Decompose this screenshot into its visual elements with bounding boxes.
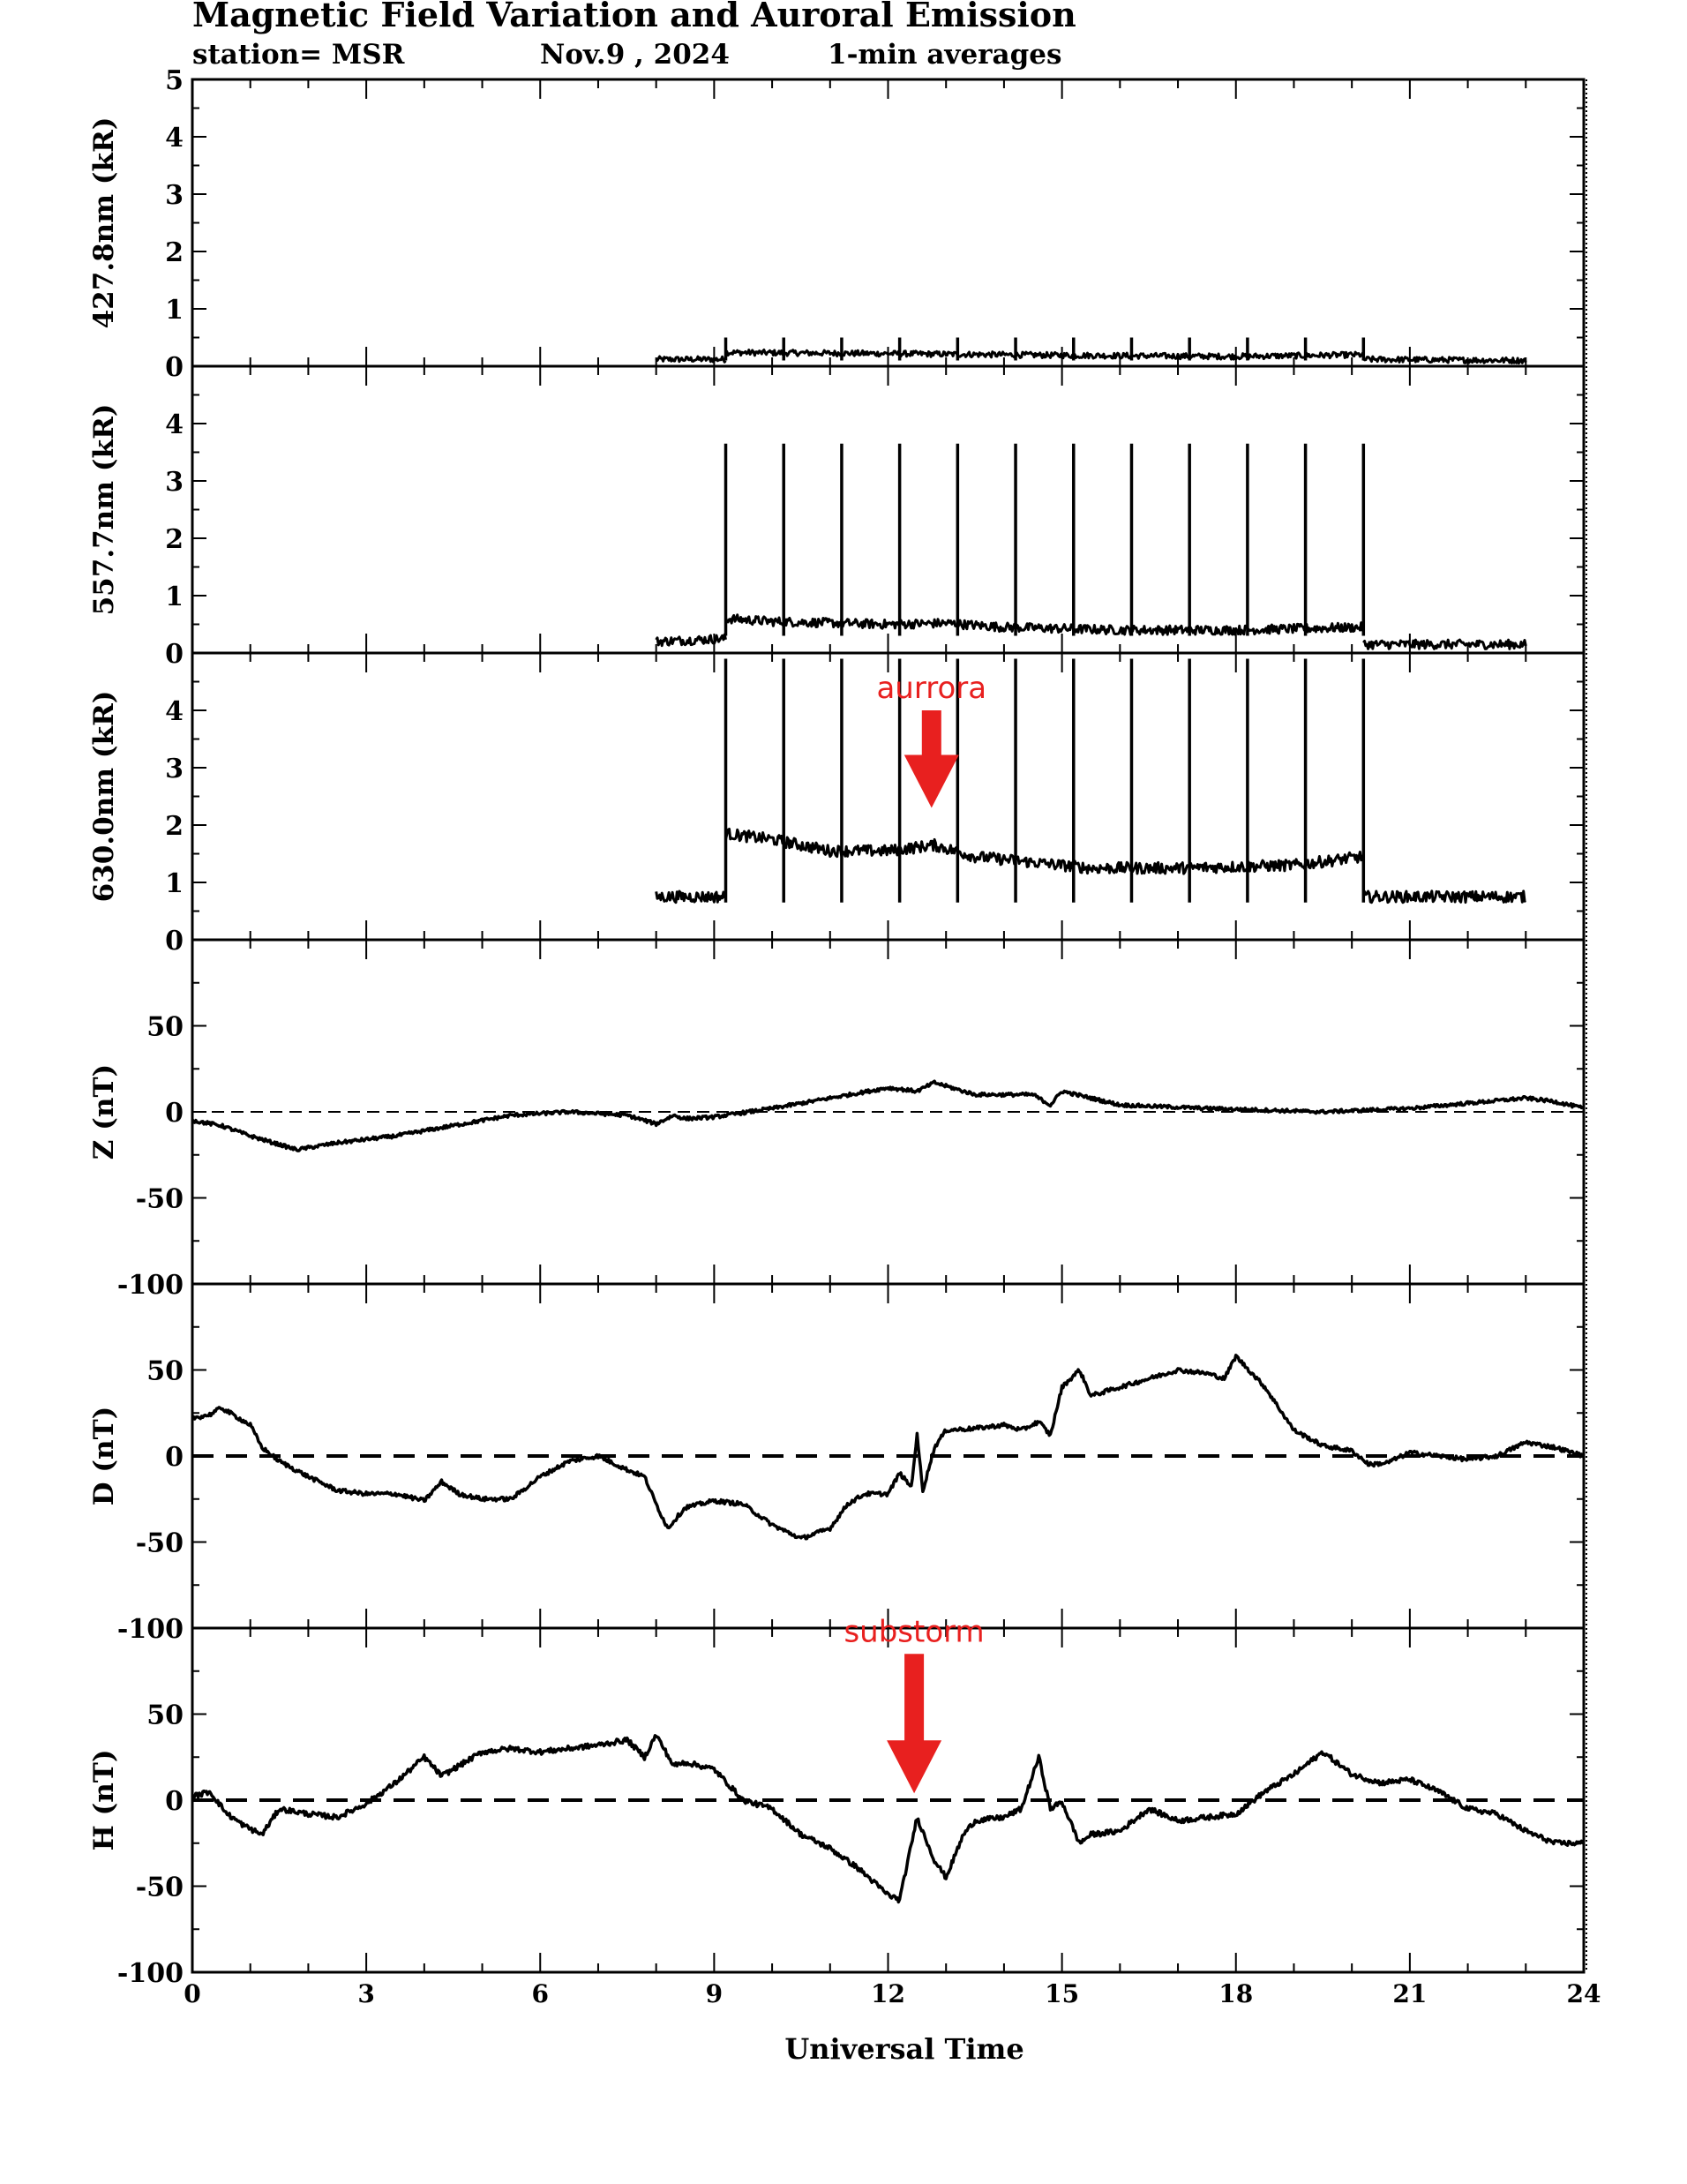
x-tick-label: 9 (706, 1979, 723, 2008)
x-tick-label: 12 (871, 1979, 905, 2008)
y-axis-label: H (nT) (88, 1749, 120, 1850)
series-line-em5577 (1362, 638, 1527, 650)
y-tick-label: 4 (165, 409, 184, 440)
y-tick-label: -100 (117, 1958, 184, 1989)
y-tick-label: 0 (165, 926, 184, 957)
y-tick-label: 4 (165, 123, 184, 154)
y-axis-label: 427.8nm (kR) (88, 117, 120, 329)
date-label: Nov.9 , 2024 (540, 39, 730, 71)
annotation-label: substorm (844, 1614, 984, 1649)
series-line-z (191, 1079, 1585, 1152)
y-tick-label: -50 (136, 1184, 184, 1215)
y-tick-label: -50 (136, 1873, 184, 1903)
series-line-em6300 (724, 828, 1365, 875)
y-tick-label: 2 (165, 237, 184, 268)
y-tick-label: 1 (165, 295, 184, 326)
annotation-arrow (887, 1654, 942, 1794)
y-tick-label: 50 (146, 1356, 184, 1387)
averaging-label: 1-min averages (828, 39, 1061, 71)
y-tick-label: 5 (165, 65, 184, 96)
series-line-em6300 (655, 889, 727, 904)
y-tick-label: 50 (146, 1700, 184, 1731)
y-tick-label: -100 (117, 1270, 184, 1301)
x-axis-label: Universal Time (784, 2032, 1023, 2066)
y-tick-label: 0 (165, 639, 184, 670)
series-line-em4278 (724, 349, 1365, 361)
series-line-em4278 (1362, 355, 1527, 365)
series-line-h (191, 1734, 1586, 1904)
y-tick-label: 1 (165, 868, 184, 899)
y-tick-label: 4 (165, 696, 184, 727)
x-tick-label: 21 (1392, 1979, 1427, 2008)
y-tick-label: 0 (165, 1098, 184, 1129)
y-tick-label: 2 (165, 811, 184, 842)
x-tick-label: 0 (184, 1979, 200, 2008)
y-tick-label: 1 (165, 582, 184, 612)
chart-title: Magnetic Field Variation and Auroral Emi… (192, 0, 1076, 34)
y-tick-label: 0 (165, 1786, 184, 1817)
y-tick-label: 3 (165, 467, 184, 498)
annotation-label: aurrora (876, 671, 986, 706)
y-axis-label: Z (nT) (88, 1064, 120, 1160)
panel-frame-em4278 (191, 78, 1586, 368)
y-tick-label: 0 (165, 1442, 184, 1473)
series-line-d (191, 1354, 1585, 1541)
panel-frame-em5577 (191, 364, 1586, 655)
y-tick-label: 50 (146, 1012, 184, 1043)
y-tick-label: 0 (165, 352, 184, 383)
annotation-arrow (903, 710, 959, 808)
x-tick-label: 18 (1218, 1979, 1253, 2008)
y-axis-label: 630.0nm (kR) (88, 691, 120, 903)
y-tick-label: 3 (165, 754, 184, 784)
y-tick-label: -50 (136, 1528, 184, 1559)
y-tick-label: 3 (165, 180, 184, 211)
station-label: station= MSR (192, 39, 405, 71)
x-tick-label: 24 (1567, 1979, 1601, 2008)
series-line-em4278 (655, 355, 727, 364)
series-line-em5577 (655, 633, 727, 648)
x-tick-label: 15 (1045, 1979, 1079, 2008)
y-axis-label: 557.7nm (kR) (88, 404, 120, 616)
x-tick-label: 3 (357, 1979, 374, 2008)
series-line-em6300 (1361, 889, 1526, 904)
y-tick-label: -100 (117, 1614, 184, 1645)
y-axis-label: D (nT) (88, 1407, 120, 1506)
y-tick-label: 2 (165, 524, 184, 555)
series-line-em5577 (724, 613, 1365, 636)
x-tick-label: 6 (532, 1979, 549, 2008)
